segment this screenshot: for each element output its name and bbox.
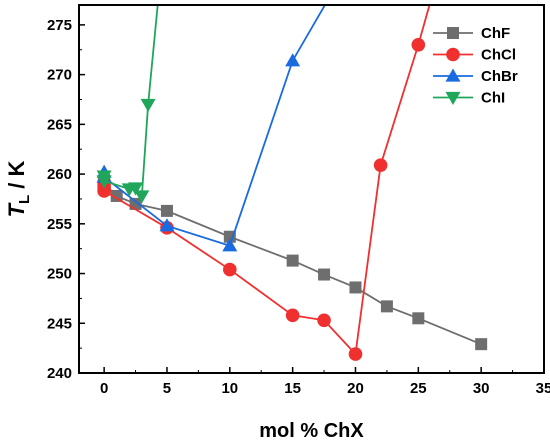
y-axis-title-unit: / K — [4, 160, 29, 194]
legend: ChF ChCl ChBr ChI — [433, 25, 518, 107]
legend-label: ChCl — [481, 47, 516, 64]
x-tick-label: 20 — [347, 380, 364, 397]
y-tick-label: 250 — [47, 266, 72, 283]
x-tick-label: 25 — [410, 380, 427, 397]
x-tick-label: 0 — [100, 380, 108, 397]
data-point — [285, 53, 301, 67]
y-tick-label: 265 — [47, 116, 72, 133]
data-point — [159, 218, 175, 232]
data-point — [128, 182, 144, 196]
x-tick-label: 5 — [163, 380, 171, 397]
legend-item-chcl: ChCl — [433, 47, 516, 64]
y-axis-title-main: T — [4, 202, 29, 217]
data-point — [349, 281, 362, 294]
data-point — [110, 189, 123, 202]
legend-label: ChBr — [481, 68, 518, 85]
series-layer — [96, 5, 488, 361]
series-line — [103, 5, 159, 199]
y-tick-label: 245 — [47, 315, 72, 332]
series-chcl — [97, 5, 431, 361]
data-point — [97, 184, 111, 198]
legend-label: ChI — [481, 90, 505, 107]
y-axis-title-sub: L — [16, 195, 33, 204]
y-tick-label: 240 — [47, 365, 72, 382]
x-tick-label: 15 — [284, 380, 301, 397]
data-point — [373, 158, 388, 172]
data-point — [140, 98, 156, 112]
y-tick-label: 275 — [47, 17, 72, 34]
y-axis-title: TL / K — [4, 160, 33, 217]
plot-frame — [78, 4, 545, 374]
data-point — [134, 190, 150, 204]
legend-label: ChF — [481, 25, 510, 42]
legend-marker — [445, 91, 461, 105]
y-tick-label: 270 — [47, 67, 72, 84]
axes-ticks — [79, 24, 545, 374]
data-point — [412, 312, 425, 325]
legend-marker — [447, 27, 459, 39]
legend-item-chi: ChI — [433, 90, 505, 107]
data-point — [475, 338, 488, 351]
series-chf — [98, 178, 488, 351]
legend-item-chf: ChF — [433, 25, 510, 42]
data-point — [223, 262, 237, 277]
tick-labels: 0 5 10 15 20 25 30 35 240 245 250 255 260 265 270 275 — [47, 17, 550, 397]
data-point — [286, 254, 299, 267]
data-point — [318, 268, 331, 281]
data-point — [348, 347, 363, 361]
data-point — [380, 300, 393, 313]
data-point — [285, 308, 300, 323]
data-point — [317, 313, 331, 328]
x-axis-title: mol % ChX — [259, 420, 364, 442]
x-tick-label: 10 — [221, 380, 238, 397]
y-tick-label: 260 — [47, 166, 72, 183]
legend-marker — [445, 68, 461, 82]
data-point — [411, 37, 426, 52]
legend-item-chbr: ChBr — [433, 68, 518, 85]
data-point — [222, 238, 238, 252]
series-chbr — [96, 5, 326, 252]
series-chi — [96, 5, 159, 204]
x-tick-label: 30 — [473, 380, 490, 397]
data-point — [160, 204, 173, 217]
x-tick-label: 35 — [536, 380, 550, 397]
y-tick-label: 255 — [47, 216, 72, 233]
data-point — [96, 175, 112, 189]
data-point — [223, 230, 236, 243]
legend-marker — [446, 47, 460, 62]
